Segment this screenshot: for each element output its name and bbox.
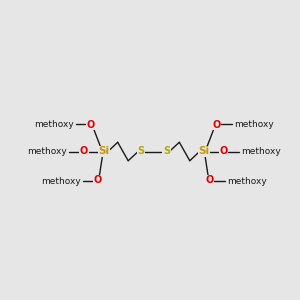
Text: O: O — [87, 120, 95, 130]
Text: methoxy: methoxy — [241, 147, 281, 156]
Text: O: O — [94, 176, 102, 185]
Text: O: O — [80, 146, 88, 157]
Text: S: S — [163, 146, 170, 157]
Text: S: S — [137, 146, 145, 157]
Text: methoxy: methoxy — [41, 177, 80, 186]
Text: O: O — [206, 176, 214, 185]
Text: Si: Si — [98, 146, 109, 157]
Text: methoxy: methoxy — [34, 120, 74, 129]
Text: Si: Si — [198, 146, 209, 157]
Text: methoxy: methoxy — [27, 147, 67, 156]
Text: methoxy: methoxy — [234, 120, 274, 129]
Text: O: O — [212, 120, 221, 130]
Text: methoxy: methoxy — [227, 177, 267, 186]
Text: O: O — [219, 146, 228, 157]
